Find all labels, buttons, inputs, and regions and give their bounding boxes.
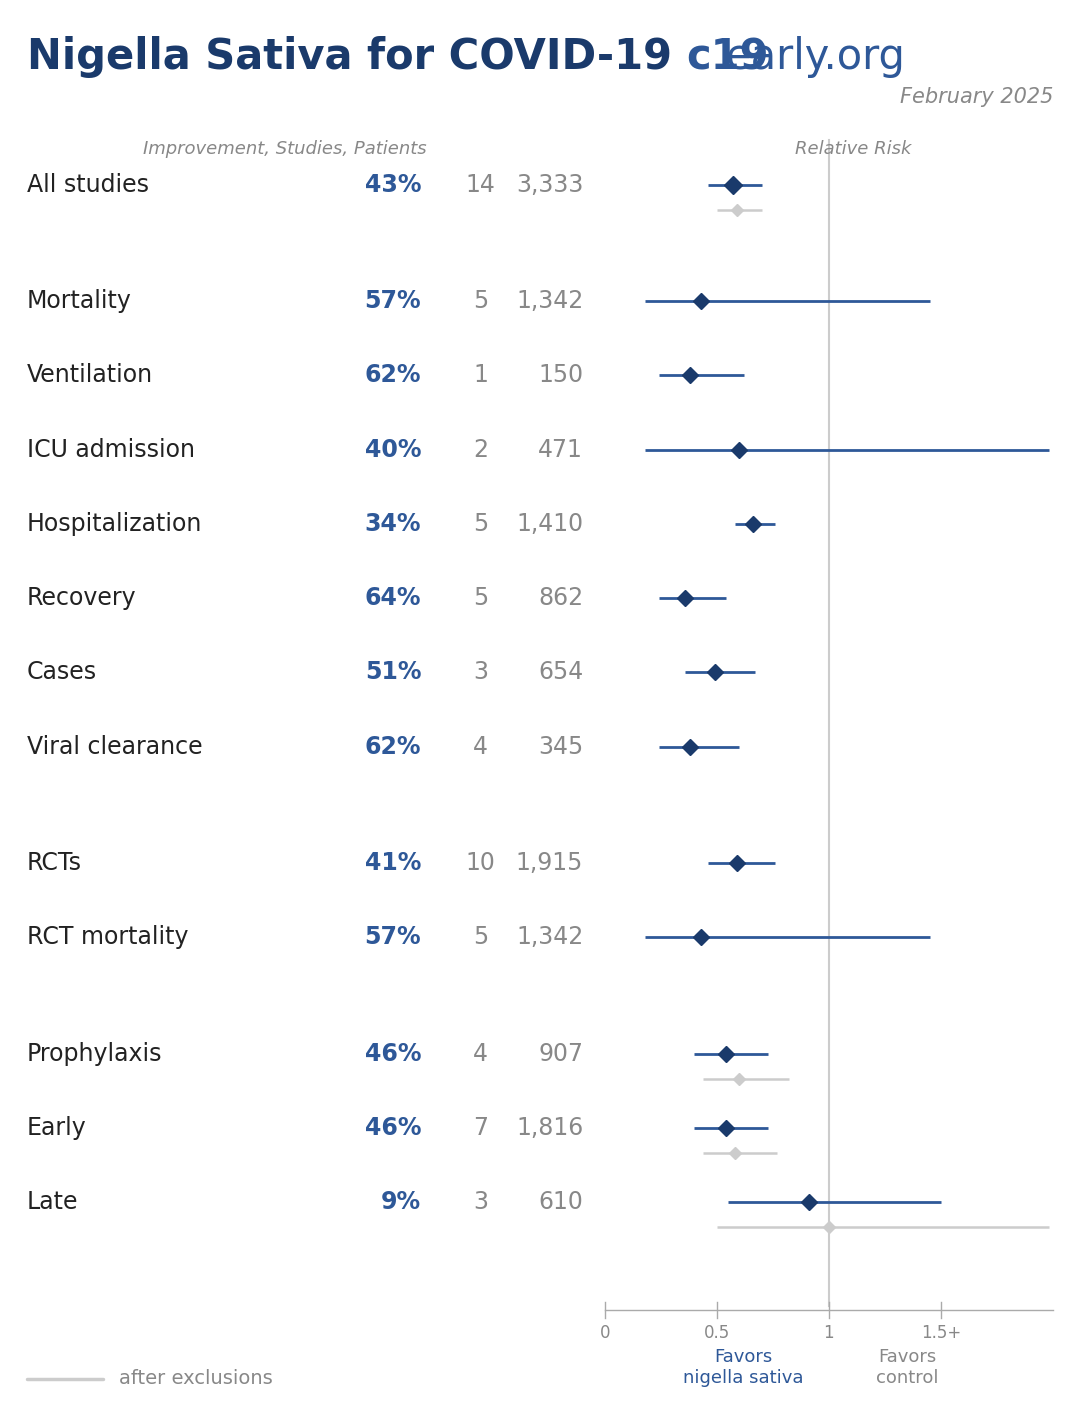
Text: 10: 10 xyxy=(465,850,496,876)
Text: RCT mortality: RCT mortality xyxy=(27,925,189,950)
Text: 5: 5 xyxy=(473,925,488,950)
Text: 62%: 62% xyxy=(365,363,421,388)
Text: 1: 1 xyxy=(473,363,488,388)
Text: February 2025: February 2025 xyxy=(900,87,1053,106)
Text: 9%: 9% xyxy=(381,1189,421,1215)
Text: 46%: 46% xyxy=(365,1041,421,1066)
Text: Cases: Cases xyxy=(27,660,97,685)
Text: 4: 4 xyxy=(473,1041,488,1066)
Text: 0.5: 0.5 xyxy=(704,1324,730,1342)
Text: 0: 0 xyxy=(599,1324,610,1342)
Text: ICU admission: ICU admission xyxy=(27,437,195,462)
Text: 1,816: 1,816 xyxy=(516,1115,583,1140)
Text: 1.5+: 1.5+ xyxy=(921,1324,961,1342)
Text: Nigella Sativa for COVID-19: Nigella Sativa for COVID-19 xyxy=(27,36,672,78)
Text: 610: 610 xyxy=(538,1189,583,1215)
Text: 14: 14 xyxy=(465,172,496,198)
Text: 1,915: 1,915 xyxy=(516,850,583,876)
Text: 150: 150 xyxy=(538,363,583,388)
Text: 1,342: 1,342 xyxy=(516,925,583,950)
Text: 345: 345 xyxy=(538,734,583,759)
Text: early.org: early.org xyxy=(726,36,906,78)
Text: 654: 654 xyxy=(538,660,583,685)
Text: 1,410: 1,410 xyxy=(516,511,583,537)
Text: Mortality: Mortality xyxy=(27,289,132,314)
Text: 57%: 57% xyxy=(365,925,421,950)
Text: 2: 2 xyxy=(473,437,488,462)
Text: 3: 3 xyxy=(473,660,488,685)
Text: Improvement, Studies, Patients: Improvement, Studies, Patients xyxy=(143,140,427,158)
Text: Favors
control: Favors control xyxy=(876,1348,939,1387)
Text: 5: 5 xyxy=(473,511,488,537)
Text: Early: Early xyxy=(27,1115,86,1140)
Text: RCTs: RCTs xyxy=(27,850,82,876)
Text: 907: 907 xyxy=(538,1041,583,1066)
Text: 64%: 64% xyxy=(365,586,421,611)
Text: 3,333: 3,333 xyxy=(516,172,583,198)
Text: 1: 1 xyxy=(824,1324,834,1342)
Text: All studies: All studies xyxy=(27,172,149,198)
Text: 5: 5 xyxy=(473,586,488,611)
Text: 1,342: 1,342 xyxy=(516,289,583,314)
Text: 41%: 41% xyxy=(365,850,421,876)
Text: 46%: 46% xyxy=(365,1115,421,1140)
Text: 3: 3 xyxy=(473,1189,488,1215)
Text: Prophylaxis: Prophylaxis xyxy=(27,1041,162,1066)
Text: 4: 4 xyxy=(473,734,488,759)
Text: Relative Risk: Relative Risk xyxy=(795,140,912,158)
Text: 57%: 57% xyxy=(365,289,421,314)
Text: Favors
nigella sativa: Favors nigella sativa xyxy=(684,1348,804,1387)
Text: 5: 5 xyxy=(473,289,488,314)
Text: 51%: 51% xyxy=(365,660,421,685)
Text: Recovery: Recovery xyxy=(27,586,137,611)
Text: 40%: 40% xyxy=(365,437,421,462)
Text: Viral clearance: Viral clearance xyxy=(27,734,203,759)
Text: 62%: 62% xyxy=(365,734,421,759)
Text: 7: 7 xyxy=(473,1115,488,1140)
Text: 43%: 43% xyxy=(365,172,421,198)
Text: Hospitalization: Hospitalization xyxy=(27,511,202,537)
Text: 34%: 34% xyxy=(365,511,421,537)
Text: c19: c19 xyxy=(686,36,768,78)
Text: 862: 862 xyxy=(538,586,583,611)
Text: Late: Late xyxy=(27,1189,79,1215)
Text: after exclusions: after exclusions xyxy=(119,1369,272,1388)
Text: 471: 471 xyxy=(538,437,583,462)
Text: Ventilation: Ventilation xyxy=(27,363,153,388)
